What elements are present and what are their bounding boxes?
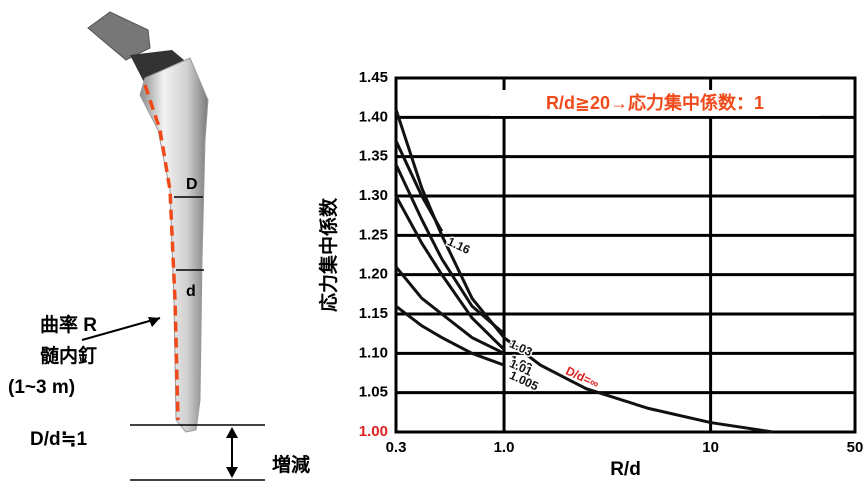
y-tick-label: 1.05: [359, 384, 388, 401]
label-curvature: 曲率 R: [40, 313, 97, 336]
label-d-upper: D: [186, 176, 198, 193]
x-axis-title: R/d: [610, 459, 641, 480]
chart: 1.00 1.05 1.10 1.15 1.20 1.25 1.30 1.35 1.40 1.45…: [317, 69, 863, 480]
y-tick-label: 1.10: [359, 344, 388, 361]
plot-frame: [394, 76, 857, 434]
y-tick-label: 1.15: [359, 305, 388, 322]
x-tick-label: 0.3: [386, 439, 407, 456]
x-tick-label: 50: [847, 439, 864, 456]
curve: [394, 195, 506, 351]
x-tick-label: 10: [702, 439, 719, 456]
curve: [394, 140, 444, 233]
curve: [394, 163, 505, 335]
label-ratio: D/d≒1: [30, 429, 88, 450]
y-tick-label: 1.20: [359, 266, 388, 283]
curve: [395, 304, 505, 367]
label-change: 増減: [272, 453, 310, 476]
stem-illustration: D d 曲率 R 髄内釘 (1~3 m) D/d≒1 増減: [8, 11, 310, 481]
label-d-lower: d: [186, 283, 196, 300]
label-range: (1~3 m): [8, 377, 75, 398]
x-tick-label: 1.0: [494, 439, 515, 456]
y-tick-label: 1.00: [359, 423, 388, 440]
y-tick-label: 1.30: [359, 187, 388, 204]
label-nail: 髄内釘: [40, 344, 97, 367]
y-tick-label: 1.45: [359, 69, 388, 86]
y-axis-title: 応力集中係数: [317, 197, 340, 312]
y-tick-label: 1.40: [359, 108, 388, 125]
annotation-bg: [490, 90, 820, 116]
y-tick-label: 1.25: [359, 226, 388, 243]
annotation: R/d≧20→応力集中係数：1: [546, 92, 764, 113]
curve: [394, 265, 505, 355]
y-tick-label: 1.35: [359, 148, 388, 165]
